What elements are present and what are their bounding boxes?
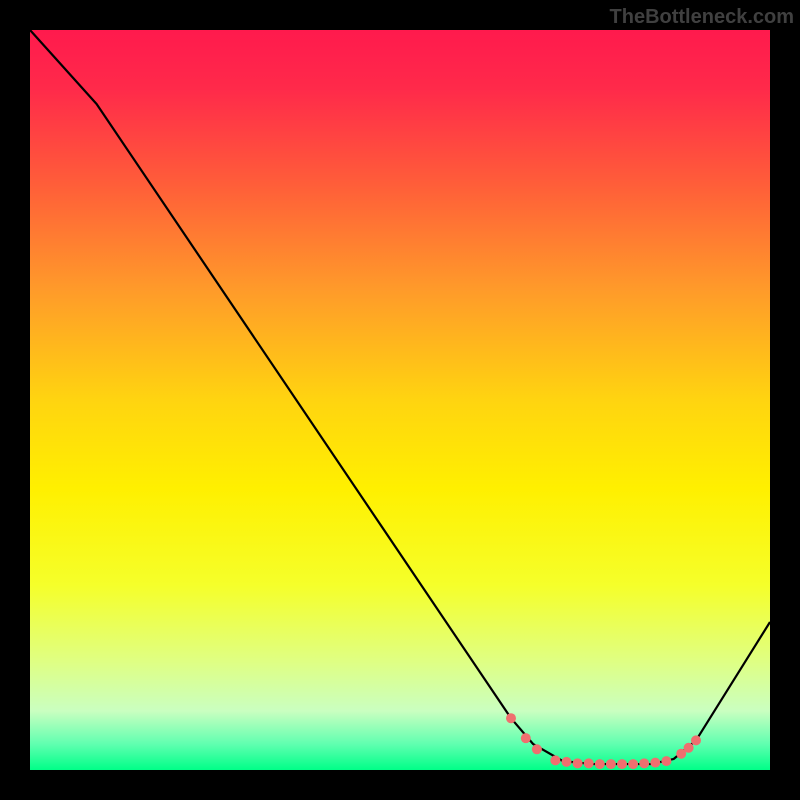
data-marker xyxy=(595,759,605,769)
data-marker xyxy=(639,758,649,768)
data-marker xyxy=(650,758,660,768)
data-marker xyxy=(506,713,516,723)
chart-background xyxy=(30,30,770,770)
data-marker xyxy=(521,733,531,743)
data-marker xyxy=(573,758,583,768)
data-marker xyxy=(617,759,627,769)
data-marker xyxy=(661,756,671,766)
data-marker xyxy=(584,758,594,768)
watermark-text: TheBottleneck.com xyxy=(610,6,794,29)
data-marker xyxy=(562,757,572,767)
data-marker xyxy=(550,755,560,765)
data-marker xyxy=(691,735,701,745)
data-marker xyxy=(628,759,638,769)
data-marker xyxy=(684,743,694,753)
data-marker xyxy=(532,744,542,754)
data-marker xyxy=(606,759,616,769)
bottleneck-chart xyxy=(0,0,800,800)
